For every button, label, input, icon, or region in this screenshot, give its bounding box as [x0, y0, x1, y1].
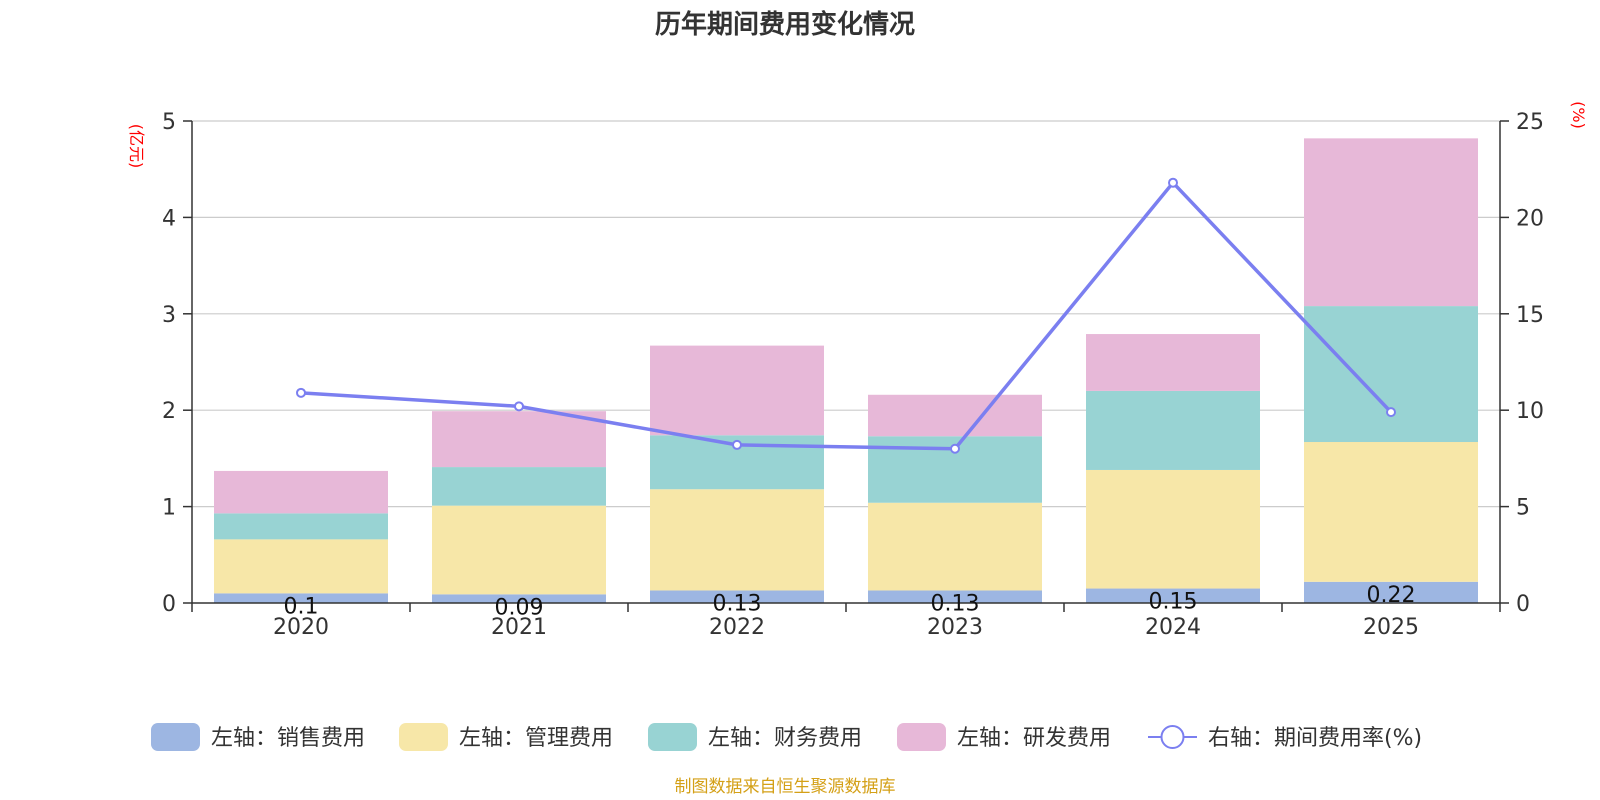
bar-segment [432, 467, 606, 506]
bar-data-label: 0.13 [713, 591, 762, 616]
legend-line-marker [1160, 725, 1185, 749]
legend-item: 左轴：财务费用 [648, 723, 862, 751]
rate-line-path [300, 180, 1393, 451]
x-tick-label: 2020 [273, 615, 329, 640]
legend-item: 左轴：销售费用 [151, 723, 365, 751]
x-tick-label: 2022 [709, 615, 765, 640]
bar-segment [868, 502, 1042, 591]
right-axis-unit: (%) [1569, 101, 1588, 129]
bar-segment [1086, 390, 1260, 470]
chart-title: 历年期间费用变化情况 [655, 9, 915, 40]
bar-segment [432, 411, 606, 468]
left-tick-label: 4 [162, 206, 176, 231]
legend-item: 右轴：期间费用率(%) [1148, 725, 1422, 751]
bar-segment [1304, 138, 1478, 307]
left-tick-label: 0 [162, 592, 176, 617]
x-tick-label: 2024 [1145, 615, 1201, 640]
bar-segment [1086, 588, 1260, 603]
bar-segment [1304, 581, 1478, 603]
rate-line-point [732, 439, 742, 450]
legend-swatch [648, 723, 697, 751]
rate-line-point [514, 401, 524, 412]
legend-swatch [399, 723, 448, 751]
bar-segment [868, 394, 1042, 437]
bar-segment [214, 470, 388, 514]
left-tick-label: 5 [162, 110, 176, 135]
bar-segment [1304, 442, 1478, 582]
data-source-note: 制图数据来自恒生聚源数据库 [675, 777, 896, 797]
bar-segment [868, 590, 1042, 603]
legend-item: 左轴：管理费用 [399, 723, 613, 751]
bar-segment [1304, 306, 1478, 443]
left-tick-label: 2 [162, 399, 176, 424]
bar-segment [214, 513, 388, 540]
bar-segment [214, 593, 388, 603]
x-tick-label: 2025 [1363, 615, 1419, 640]
bar-data-label: 0.09 [495, 595, 544, 620]
legend-swatch [897, 723, 946, 751]
bar-data-label: 0.22 [1367, 583, 1416, 608]
bar-segment [1086, 334, 1260, 391]
bar-segment [650, 345, 824, 436]
legend-item: 左轴：研发费用 [897, 723, 1111, 751]
bar-data-label: 0.1 [284, 594, 319, 619]
bar-segment [650, 590, 824, 603]
x-tick-label: 2021 [491, 615, 547, 640]
right-tick-label: 0 [1516, 592, 1530, 617]
right-tick-label: 10 [1516, 399, 1544, 424]
bar-segment [432, 594, 606, 603]
legend-label: 左轴：财务费用 [708, 726, 862, 751]
legend: 左轴：销售费用 左轴：管理费用 左轴：财务费用 左轴：研发费用 右轴：期间费用率(%) [151, 723, 1422, 751]
legend-label: 左轴：销售费用 [211, 726, 365, 751]
bar-data-label: 0.13 [931, 591, 980, 616]
rate-line-point [296, 387, 306, 398]
right-tick-label: 5 [1516, 496, 1530, 521]
gridlines [192, 120, 1500, 508]
rate-line-point [1168, 177, 1178, 188]
right-tick-label: 25 [1516, 110, 1544, 135]
bar-segment [432, 505, 606, 595]
legend-label: 左轴：研发费用 [957, 726, 1111, 751]
rate-line [296, 177, 1396, 454]
rate-line-point [950, 443, 960, 454]
stacked-bars [214, 138, 1478, 603]
bar-data-label: 0.15 [1149, 590, 1198, 615]
right-tick-label: 15 [1516, 303, 1544, 328]
bar-segment [650, 489, 824, 591]
rate-line-point [1386, 407, 1396, 418]
x-tick-label: 2023 [927, 615, 983, 640]
bar-data-labels: 0.1 0.09 0.13 0.13 0.15 0.22 [284, 583, 1416, 621]
legend-label: 左轴：管理费用 [459, 726, 613, 751]
legend-swatch [151, 723, 200, 751]
bar-segment [1086, 469, 1260, 589]
left-tick-label: 3 [162, 303, 176, 328]
left-tick-label: 1 [162, 496, 176, 521]
left-axis-unit: (亿元) [127, 124, 146, 169]
legend-label: 右轴：期间费用率(%) [1208, 726, 1422, 751]
right-tick-label: 20 [1516, 206, 1544, 231]
bar-segment [214, 539, 388, 594]
